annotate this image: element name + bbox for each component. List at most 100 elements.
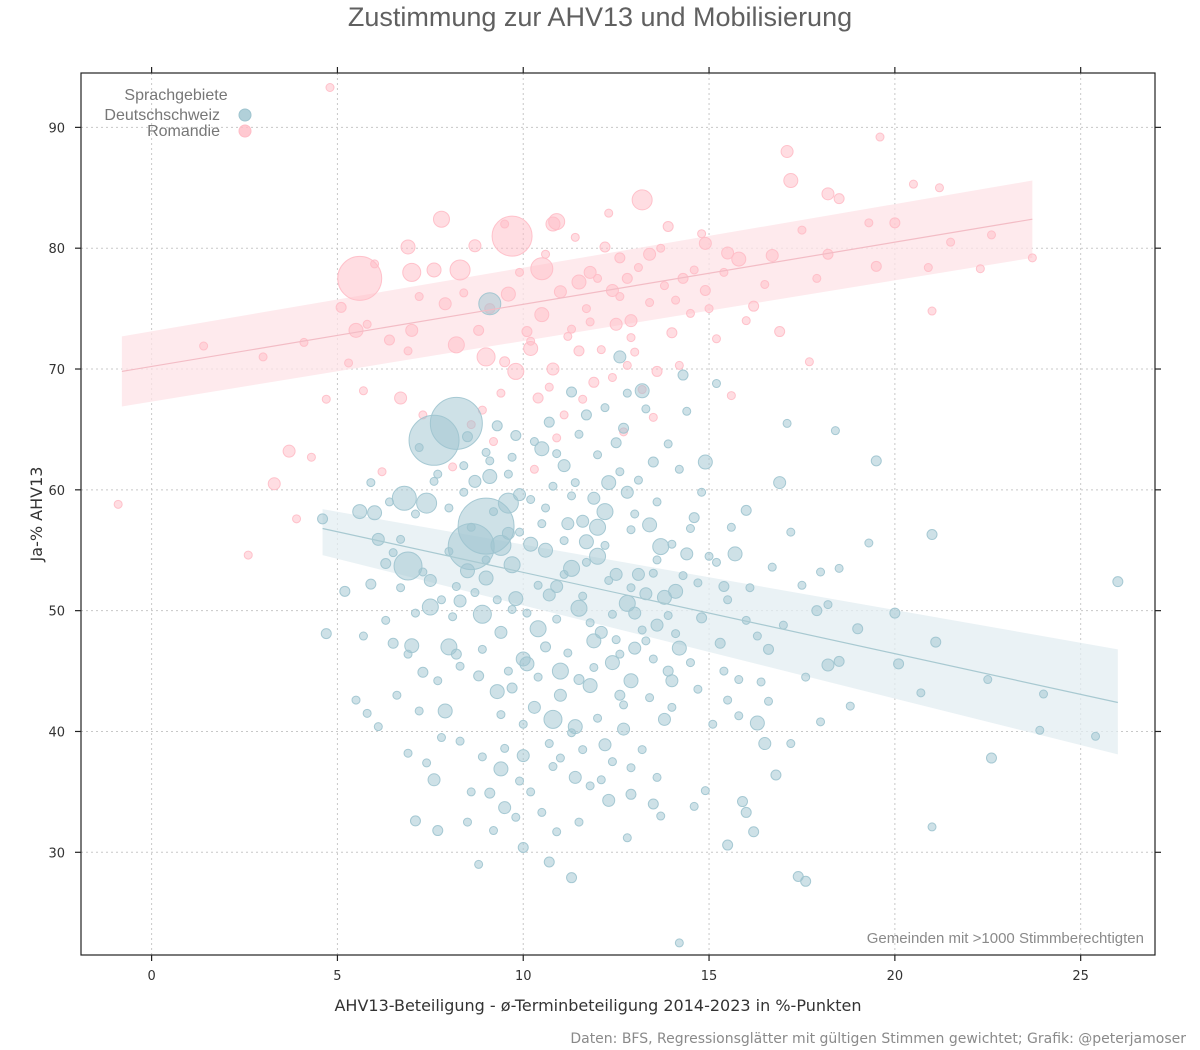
- data-point: [663, 610, 673, 620]
- data-point: [870, 455, 882, 467]
- data-point: [570, 478, 580, 488]
- data-point: [567, 728, 577, 738]
- data-point: [559, 569, 569, 579]
- data-point: [667, 702, 677, 712]
- data-point: [615, 292, 625, 302]
- data-point: [317, 513, 329, 525]
- data-point: [923, 263, 933, 273]
- data-point: [617, 722, 631, 736]
- data-point: [648, 568, 658, 578]
- data-point: [634, 383, 650, 399]
- data-point: [711, 379, 721, 389]
- data-point: [566, 386, 578, 398]
- data-point: [821, 658, 835, 672]
- data-point: [544, 739, 554, 749]
- data-point: [760, 279, 770, 289]
- data-point: [689, 265, 699, 275]
- data-point: [916, 688, 926, 698]
- data-point: [599, 241, 611, 253]
- data-point: [243, 550, 253, 560]
- data-point: [719, 267, 729, 277]
- data-point: [267, 477, 281, 491]
- data-point: [581, 304, 591, 314]
- data-point: [543, 416, 555, 428]
- data-point: [468, 239, 482, 253]
- data-point: [797, 225, 807, 235]
- data-point: [500, 219, 510, 229]
- data-point: [582, 678, 598, 694]
- data-point: [609, 317, 623, 331]
- data-point: [494, 625, 508, 639]
- data-point: [537, 519, 547, 529]
- data-point: [459, 487, 469, 497]
- data-point: [552, 827, 562, 837]
- legend-title: Sprachgebiete: [124, 87, 227, 104]
- data-point: [637, 625, 647, 635]
- data-point: [671, 640, 687, 656]
- data-point: [662, 220, 674, 232]
- data-point: [641, 636, 651, 646]
- data-point: [623, 673, 639, 689]
- y-tick-label: 50: [48, 605, 65, 620]
- data-point: [699, 284, 711, 296]
- data-point: [611, 635, 621, 645]
- data-point: [473, 324, 485, 336]
- data-point: [393, 551, 423, 581]
- data-point: [830, 426, 840, 436]
- data-point: [812, 273, 822, 283]
- data-point: [718, 580, 730, 592]
- data-point: [306, 452, 316, 462]
- data-point: [615, 467, 625, 477]
- data-point: [607, 609, 617, 619]
- x-tick-label: 5: [333, 969, 341, 984]
- data-point: [396, 583, 406, 593]
- data-point: [459, 461, 469, 471]
- data-point: [542, 588, 556, 602]
- data-point: [380, 558, 392, 570]
- data-point: [870, 260, 882, 272]
- data-point: [642, 517, 658, 533]
- y-axis-label: Ja-% AHV13: [27, 467, 46, 563]
- data-point: [392, 690, 402, 700]
- data-point: [570, 599, 588, 617]
- data-point: [466, 787, 476, 797]
- data-point: [1091, 731, 1101, 741]
- data-point: [534, 441, 550, 457]
- data-point: [362, 708, 372, 718]
- data-point: [596, 775, 606, 785]
- data-point: [534, 307, 550, 323]
- data-point: [622, 833, 632, 843]
- data-point: [500, 743, 510, 753]
- data-point: [468, 474, 482, 488]
- data-point: [585, 618, 595, 628]
- data-point: [387, 637, 399, 649]
- data-point: [437, 703, 453, 719]
- data-point: [402, 262, 422, 282]
- data-point: [711, 557, 721, 567]
- data-point: [410, 509, 420, 519]
- data-point: [453, 594, 467, 608]
- data-point: [688, 512, 700, 524]
- data-point: [461, 431, 473, 443]
- data-point: [320, 628, 332, 640]
- data-point: [622, 388, 632, 398]
- data-point: [618, 422, 630, 434]
- data-point: [553, 688, 567, 702]
- data-point: [546, 362, 560, 376]
- data-point: [652, 538, 670, 556]
- data-point: [481, 447, 491, 457]
- data-point: [677, 369, 689, 381]
- data-point: [444, 503, 454, 513]
- data-point: [656, 243, 666, 253]
- data-point: [689, 801, 699, 811]
- data-point: [852, 623, 864, 635]
- plot-annotation: Gemeinden mit >1000 Stimmberechtigten: [867, 930, 1144, 947]
- data-point: [567, 324, 577, 334]
- data-point: [615, 649, 625, 659]
- data-point: [697, 487, 707, 497]
- data-point: [482, 469, 498, 485]
- data-point: [455, 661, 465, 671]
- source-note: Daten: BFS, Regressionsglätter mit gülti…: [570, 1031, 1186, 1047]
- data-point: [427, 773, 441, 787]
- data-point: [557, 459, 571, 473]
